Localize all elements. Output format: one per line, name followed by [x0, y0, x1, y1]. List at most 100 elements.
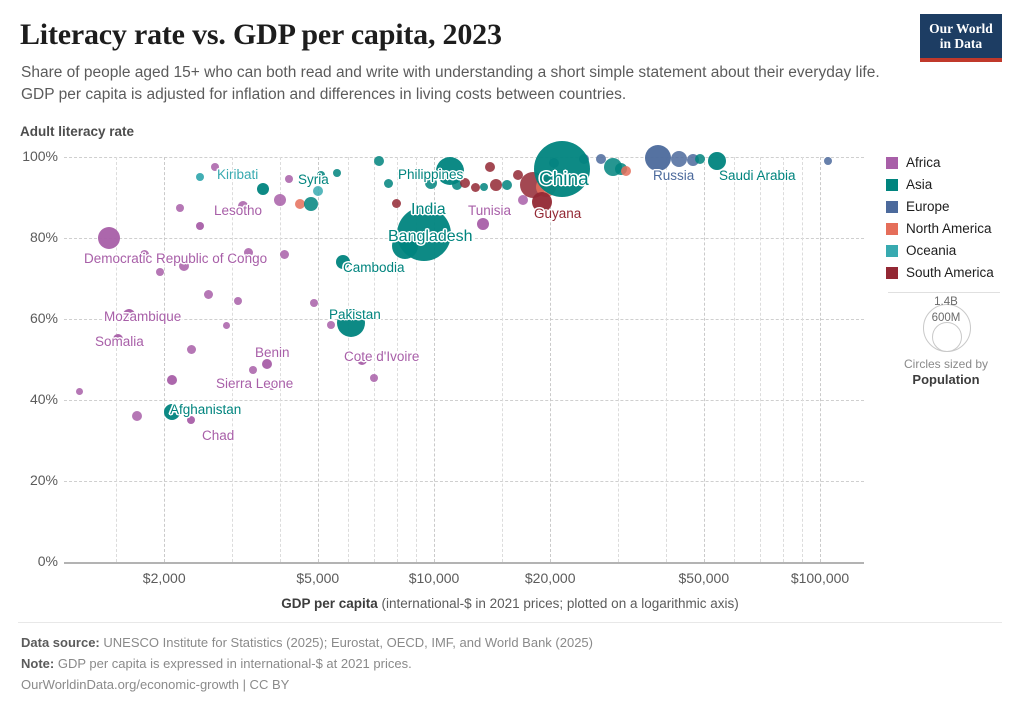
legend-swatch-icon	[886, 156, 898, 169]
data-point-guyana[interactable]	[531, 191, 552, 212]
legend-item-label: South America	[906, 265, 994, 280]
data-point-sierra-leone[interactable]	[167, 374, 178, 385]
data-point-lesotho[interactable]	[196, 221, 205, 230]
data-point[interactable]	[459, 178, 470, 189]
data-point-democratic-republic-of-congo[interactable]	[98, 227, 121, 249]
data-point[interactable]	[452, 180, 463, 191]
data-point[interactable]	[470, 182, 480, 192]
data-point-benin[interactable]	[262, 358, 273, 369]
data-point[interactable]	[186, 344, 196, 354]
gridline-x-6000	[348, 157, 350, 562]
x-axis-title: GDP per capita (international-$ in 2021 …	[0, 596, 1020, 611]
data-point[interactable]	[249, 365, 258, 374]
gridline-x-70000	[760, 157, 762, 562]
data-point[interactable]	[512, 170, 523, 181]
data-point[interactable]	[295, 198, 306, 209]
data-point-russia[interactable]	[644, 145, 671, 172]
legend-swatch-icon	[886, 266, 898, 279]
x-tick-label-50000: $50,000	[678, 570, 730, 586]
legend-swatch-icon	[886, 222, 898, 235]
data-point[interactable]	[370, 373, 379, 382]
legend-item-label: Africa	[906, 155, 941, 170]
gridline-x-9000	[416, 157, 418, 562]
size-caption-line2: Population	[912, 372, 980, 387]
legend-item-north-america[interactable]: North America	[886, 221, 1016, 236]
gridline-x-5000	[317, 157, 319, 562]
data-point[interactable]	[490, 179, 503, 192]
data-point-saudi-arabia[interactable]	[707, 152, 726, 171]
data-point-cambodia[interactable]	[335, 255, 350, 270]
gridline-x-7000	[374, 157, 376, 562]
data-point[interactable]	[267, 381, 276, 390]
data-point[interactable]	[695, 154, 706, 165]
data-point[interactable]	[424, 177, 437, 190]
data-point-chad[interactable]	[187, 416, 196, 425]
data-point-tunisia[interactable]	[477, 217, 490, 230]
scatter-plot-area[interactable]	[64, 141, 864, 564]
x-tick-label-2000: $2,000	[142, 570, 186, 586]
data-point[interactable]	[480, 183, 489, 192]
legend-item-label: North America	[906, 221, 992, 236]
data-point-pakistan[interactable]	[337, 309, 366, 338]
size-legend: 1.4B 600M Circles sized by Population	[886, 296, 1006, 388]
data-point-india[interactable]	[396, 206, 451, 261]
gridline-y-100	[64, 157, 864, 158]
data-point[interactable]	[383, 178, 393, 188]
data-point-china[interactable]	[534, 141, 591, 198]
legend-item-south-america[interactable]: South America	[886, 265, 1016, 280]
data-point[interactable]	[76, 388, 84, 396]
data-point[interactable]	[485, 162, 496, 173]
legend-item-europe[interactable]: Europe	[886, 199, 1016, 214]
data-point[interactable]	[284, 175, 293, 184]
owid-logo-line1: Our World	[929, 21, 993, 36]
data-point[interactable]	[621, 166, 632, 177]
data-point[interactable]	[310, 298, 319, 307]
data-point[interactable]	[280, 249, 290, 259]
x-tick-label-5000: $5,000	[296, 570, 340, 586]
data-point[interactable]	[326, 321, 335, 330]
data-point[interactable]	[238, 200, 248, 211]
data-point[interactable]	[317, 171, 326, 180]
data-point[interactable]	[131, 411, 142, 422]
data-point-kiribati[interactable]	[196, 173, 205, 182]
gridline-y-20	[64, 481, 864, 482]
y-axis-ticks: 0% 20% 40% 60% 80% 100%	[0, 148, 58, 569]
continent-legend[interactable]: Africa Asia Europe North America Oceania Sout…	[886, 155, 1016, 287]
x-axis-title-rest: (international-$ in 2021 prices; plotted…	[377, 596, 739, 611]
data-point[interactable]	[373, 156, 384, 167]
gridline-y-80	[64, 238, 864, 239]
data-point[interactable]	[332, 169, 341, 178]
data-point[interactable]	[140, 249, 150, 259]
data-point[interactable]	[595, 154, 606, 165]
data-point-philippines[interactable]	[435, 157, 464, 186]
data-point-somalia[interactable]	[113, 334, 124, 345]
legend-swatch-icon	[886, 200, 898, 213]
legend-item-oceania[interactable]: Oceania	[886, 243, 1016, 258]
data-point[interactable]	[210, 163, 219, 172]
owid-logo[interactable]: Our World in Data	[920, 14, 1002, 62]
data-point[interactable]	[824, 157, 833, 166]
data-point[interactable]	[392, 199, 402, 209]
legend-item-africa[interactable]: Africa	[886, 155, 1016, 170]
data-point[interactable]	[178, 261, 189, 272]
x-tick-label-20000: $20,000	[524, 570, 576, 586]
data-point[interactable]	[203, 290, 213, 300]
data-point[interactable]	[274, 193, 287, 206]
data-point-cote-d-ivoire[interactable]	[356, 354, 367, 365]
data-point[interactable]	[233, 296, 242, 305]
data-point[interactable]	[243, 247, 253, 257]
data-point-syria[interactable]	[256, 183, 269, 196]
data-point-afghanistan[interactable]	[164, 404, 181, 421]
data-point[interactable]	[502, 180, 513, 191]
data-point[interactable]	[303, 196, 318, 211]
data-point[interactable]	[155, 268, 164, 277]
legend-item-asia[interactable]: Asia	[886, 177, 1016, 192]
data-point[interactable]	[670, 151, 687, 168]
data-point-mozambique[interactable]	[122, 308, 135, 321]
size-circle-small	[932, 322, 962, 352]
data-point[interactable]	[223, 321, 230, 329]
data-point[interactable]	[312, 186, 323, 197]
data-point[interactable]	[517, 194, 528, 205]
data-point[interactable]	[176, 203, 185, 212]
footer-license[interactable]: OurWorldinData.org/economic-growth | CC …	[21, 677, 290, 692]
